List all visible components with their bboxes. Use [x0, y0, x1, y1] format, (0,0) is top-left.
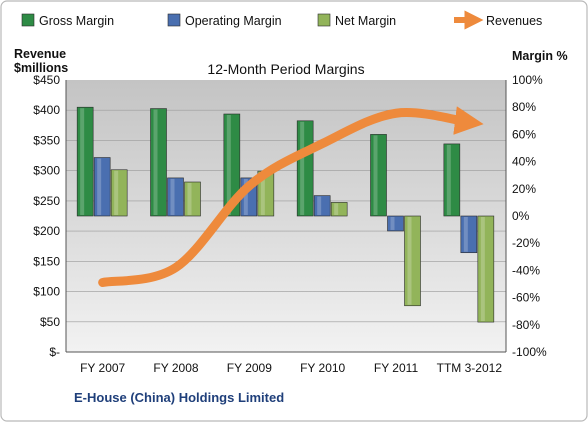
left-axis-ticks: $- $50 $100 $150 $200 $250 $300 $350 $400 $450: [33, 73, 60, 359]
left-axis-tick-label: $450: [33, 73, 60, 87]
bar-highlight: [317, 196, 322, 215]
x-axis-tick-label: FY 2009: [227, 361, 272, 375]
right-axis-tick-label: 40%: [512, 155, 536, 169]
left-axis-title-line1: Revenue: [14, 47, 66, 61]
legend-swatch: [167, 13, 181, 27]
left-axis-tick-label: $350: [33, 133, 60, 147]
bar-highlight: [300, 121, 305, 215]
bar-highlight: [226, 115, 231, 215]
bar-highlight: [480, 217, 485, 322]
left-axis-tick-label: $150: [33, 254, 60, 268]
legend-label: Operating Margin: [185, 14, 282, 28]
bar-gross-margin: [443, 143, 461, 217]
bar-highlight: [334, 203, 339, 215]
bar-highlight: [260, 172, 265, 215]
footer-company-name: E-House (China) Holdings Limited: [74, 390, 284, 405]
bar-gross-margin: [223, 113, 241, 217]
bar-net-margin: [477, 215, 495, 323]
bar-gross-margin: [76, 106, 94, 217]
bar-operating-margin: [93, 157, 111, 217]
bar-net-margin: [330, 202, 348, 217]
bar-highlight: [153, 109, 158, 215]
left-axis-tick-label: $400: [33, 103, 60, 117]
x-axis-tick-label: FY 2011: [374, 361, 419, 375]
bar-highlight: [114, 170, 119, 215]
right-axis-tick-label: 20%: [512, 182, 536, 196]
revenue-line: [98, 106, 484, 287]
right-axis-tick-label: 100%: [512, 73, 543, 87]
x-axis-tick-label: TTM 3-2012: [437, 361, 503, 375]
bar-gross-margin: [370, 134, 387, 217]
right-axis-tick-label: -20%: [512, 236, 540, 250]
left-axis-tick-label: $200: [33, 224, 60, 238]
bar-gross-margin: [150, 108, 167, 217]
left-axis-tick-label: $50: [40, 315, 60, 329]
bar-net-margin: [404, 215, 421, 307]
right-axis-tick-label: -100%: [512, 345, 547, 359]
legend-label: Net Margin: [335, 14, 396, 28]
left-axis-title-line2: $millions: [14, 61, 68, 75]
legend-label: Gross Margin: [39, 14, 114, 28]
bar-highlight: [390, 217, 395, 230]
bars: [76, 106, 495, 323]
bar-highlight: [243, 178, 248, 215]
right-axis-tick-label: 60%: [512, 127, 536, 141]
right-axis-title: Margin %: [512, 49, 568, 63]
bar-operating-margin: [313, 195, 331, 217]
bar-operating-margin: [387, 215, 404, 232]
right-axis-ticks: -100% -80% -60% -40% -20% 0% 20% 40% 60% 80% 100%: [512, 73, 547, 359]
bar-operating-margin: [167, 177, 184, 217]
x-axis-tick-label: FY 2008: [153, 361, 198, 375]
x-axis-tick-label: FY 2007: [80, 361, 125, 375]
right-axis-tick-label: 80%: [512, 100, 536, 114]
right-axis-tick-label: -40%: [512, 263, 540, 277]
gridlines: [66, 109, 506, 323]
bar-highlight: [407, 217, 412, 305]
right-axis-tick-label: -60%: [512, 291, 540, 305]
left-axis-tick-label: $300: [33, 164, 60, 178]
bar-highlight: [463, 217, 468, 252]
bar-highlight: [80, 108, 85, 215]
bar-highlight: [446, 144, 451, 215]
bar-highlight: [170, 178, 175, 215]
legend-swatch: [317, 13, 331, 27]
legend-label: Revenues: [486, 14, 542, 28]
legend: Gross Margin Operating Margin Net Margin Re…: [21, 10, 542, 30]
x-axis-tick-label: FY 2010: [300, 361, 345, 375]
bar-gross-margin: [296, 120, 314, 217]
right-axis-tick-label: -80%: [512, 318, 540, 332]
bar-highlight: [187, 183, 192, 215]
right-axis-tick-label: 0%: [512, 209, 530, 223]
chart-title: 12-Month Period Margins: [207, 61, 364, 77]
bar-operating-margin: [460, 215, 478, 254]
bar-highlight: [373, 135, 378, 215]
bar-net-margin: [184, 181, 201, 217]
bar-highlight: [97, 158, 102, 215]
legend-swatch: [21, 13, 35, 27]
left-axis-tick-label: $100: [33, 285, 60, 299]
plot-area: [66, 80, 506, 352]
x-axis-ticks: FY 2007 FY 2008 FY 2009 FY 2010 FY 2011 TTM 3…: [80, 361, 502, 375]
left-axis-tick-label: $-: [49, 345, 60, 359]
revenue-arrow-line: [98, 106, 484, 287]
bar-net-margin: [110, 169, 128, 217]
left-axis-tick-label: $250: [33, 194, 60, 208]
